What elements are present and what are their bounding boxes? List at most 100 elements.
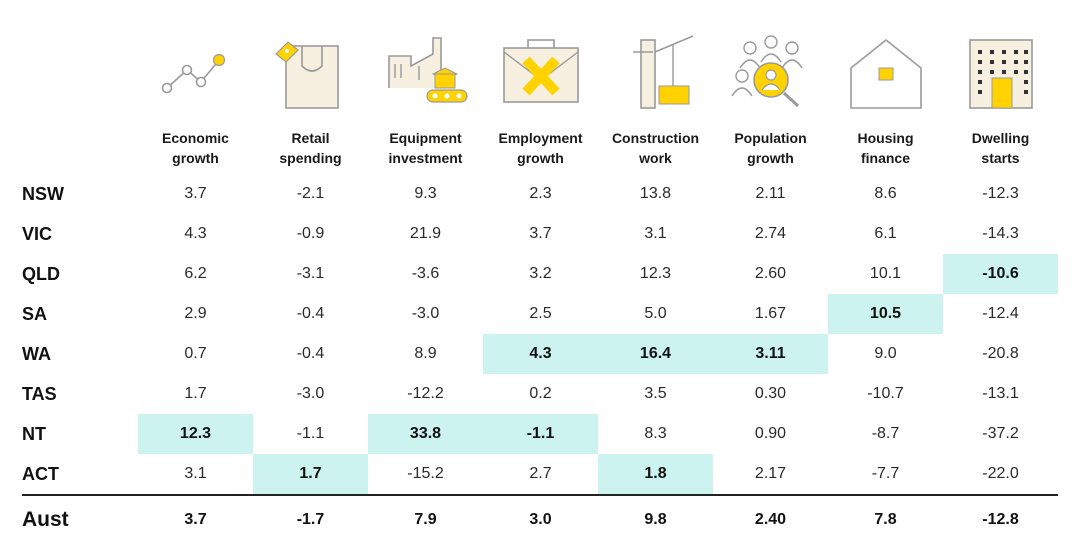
icon-row [0,0,1080,122]
value-cell: 2.7 [529,465,552,482]
shopping-bag-icon [268,30,354,116]
value-cell: -20.8 [982,345,1019,362]
table-row: VIC 4.3 -0.9 21.9 3.7 3.1 2.74 6.1 -14.3 [22,214,1058,254]
value-cell: 7.8 [828,494,943,544]
value-cell: 9.0 [874,345,897,362]
value-cell: 9.8 [598,494,713,544]
value-cell: 3.2 [529,265,552,282]
total-label: Aust [22,494,138,544]
table-row: SA 2.9 -0.4 -3.0 2.5 5.0 1.67 10.5 -12.4 [22,294,1058,334]
value-cell: 21.9 [409,225,442,242]
value-cell: 3.7 [138,494,253,544]
highlighted-cell: 3.11 [713,334,828,374]
value-cell: 3.0 [483,494,598,544]
column-header-text: Construction [611,130,700,146]
value-cell: 2.11 [755,185,786,202]
value-cell: 2.17 [754,465,787,482]
value-cell: -13.1 [982,385,1019,402]
value-cell: 6.2 [184,265,207,282]
highlighted-cell: -1.1 [483,414,598,454]
population-magnifier-icon [728,30,814,116]
column-header-text: growth [747,150,794,166]
row-label: TAS [22,383,57,404]
value-cell: 6.1 [874,225,897,242]
column-header: Equipment investment [368,122,483,174]
value-cell: 3.1 [184,465,207,482]
value-cell: 4.3 [184,225,207,242]
row-label: SA [22,303,48,324]
house-icon [843,30,929,116]
row-label: QLD [22,263,60,284]
row-label: VIC [22,223,53,244]
highlighted-cell: 12.3 [138,414,253,454]
value-cell: 2.74 [754,225,787,242]
column-header-text: investment [388,150,463,166]
value-cell: 3.7 [184,185,207,202]
value-cell: 3.5 [644,385,667,402]
table-row: TAS 1.7 -3.0 -12.2 0.2 3.5 0.30 -10.7 -13.1 [22,374,1058,414]
value-cell: 10.1 [869,265,902,282]
value-cell: -14.3 [982,225,1019,242]
value-cell: 9.3 [414,185,437,202]
value-cell: -8.7 [871,425,900,442]
column-header-text: Economic [162,130,229,146]
value-cell: 8.3 [644,425,667,442]
column-header: Dwelling starts [943,122,1058,174]
column-header: Retail spending [253,122,368,174]
column-header-text: finance [860,150,910,166]
value-cell: -10.7 [867,385,904,402]
value-cell: -7.7 [871,465,900,482]
value-cell: -15.2 [407,465,444,482]
column-header: Construction work [598,122,713,174]
highlighted-cell: 1.8 [598,454,713,495]
column-header-text: Dwelling [971,130,1030,146]
highlighted-cell: 33.8 [368,414,483,454]
value-cell: -3.0 [296,385,325,402]
value-cell: 2.3 [529,185,552,202]
value-cell: 5.0 [644,305,667,322]
value-cell: 0.30 [754,385,787,402]
column-header-text: starts [981,150,1020,166]
value-cell: -2.1 [296,185,325,202]
table-row: QLD 6.2 -3.1 -3.6 3.2 12.3 2.60 10.1 -10.6 [22,254,1058,294]
column-header: Housing finance [828,122,943,174]
value-cell: -0.4 [296,345,325,362]
value-cell: 2.9 [184,305,207,322]
column-header-text: Population [734,130,807,146]
value-cell: -12.2 [407,385,444,402]
column-header: Population growth [713,122,828,174]
highlighted-cell: -10.6 [943,254,1058,294]
row-label: NSW [22,183,64,204]
value-cell: 2.60 [754,265,787,282]
column-header-text: Employment [498,130,583,146]
value-cell: 12.3 [639,265,672,282]
value-cell: -37.2 [982,425,1019,442]
value-cell: 2.40 [713,494,828,544]
header-row: Economic growth Retail spending Equipment inv… [22,122,1058,174]
highlighted-cell: 16.4 [598,334,713,374]
value-cell: -0.9 [296,225,325,242]
value-cell: -12.8 [943,494,1058,544]
table-row: NSW 3.7 -2.1 9.3 2.3 13.8 2.11 8.6 -12.3 [22,174,1058,214]
value-cell: 13.8 [639,185,672,202]
column-header: Economic growth [138,122,253,174]
total-row: Aust 3.7 -1.7 7.9 3.0 9.8 2.40 7.8 -12.8 [22,494,1058,544]
value-cell: 2.5 [529,305,552,322]
column-header-text: spending [279,150,342,166]
data-table: Economic growth Retail spending Equipment inv… [22,122,1058,544]
value-cell: 0.7 [184,345,207,362]
value-cell: 0.90 [754,425,787,442]
apartment-building-icon [958,30,1044,116]
row-label: WA [22,343,51,364]
column-header: Employment growth [483,122,598,174]
value-cell: -22.0 [982,465,1019,482]
table-row: NT 12.3 -1.1 33.8 -1.1 8.3 0.90 -8.7 -37.2 [22,414,1058,454]
value-cell: 7.9 [368,494,483,544]
value-cell: 8.6 [874,185,897,202]
column-header-text: work [639,150,672,166]
value-cell: -3.0 [411,305,440,322]
value-cell: 8.9 [414,345,437,362]
column-header-text: Retail [291,130,330,146]
column-header-text: growth [172,150,219,166]
value-cell: -12.3 [982,185,1019,202]
